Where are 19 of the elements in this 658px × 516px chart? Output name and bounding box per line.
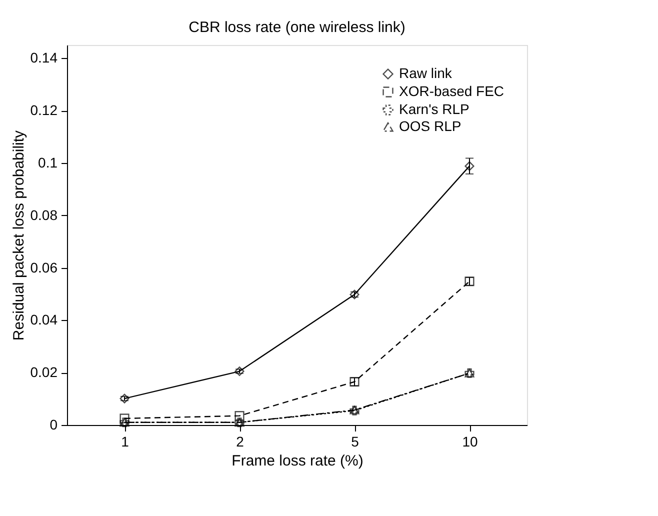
x-tick-label: 5	[351, 434, 360, 450]
y-tick-label: 0.02	[30, 364, 58, 380]
y-tick-label: 0.04	[30, 312, 58, 328]
y-axis-title: Residual packet loss probability	[10, 130, 28, 341]
y-tick-label: 0	[50, 416, 58, 432]
legend-label: Raw link	[399, 65, 453, 81]
legend-label: OOS RLP	[399, 118, 462, 134]
legend-label: XOR-based FEC	[399, 83, 504, 99]
y-tick-label: 0.06	[30, 259, 58, 276]
x-axis-title: Frame loss rate (%)	[232, 452, 364, 470]
chart-title: CBR loss rate (one wireless link)	[188, 19, 406, 36]
y-tick-label: 0.08	[30, 206, 58, 223]
x-tick-label: 10	[462, 434, 478, 450]
x-tick-label: 2	[236, 434, 244, 450]
x-tick-label: 1	[121, 434, 130, 450]
y-tick-label: 0.14	[30, 50, 58, 66]
y-tick-label: 0.12	[30, 102, 58, 118]
y-tick-label: 0.1	[38, 154, 58, 170]
legend-label: Karn's RLP	[399, 101, 470, 117]
